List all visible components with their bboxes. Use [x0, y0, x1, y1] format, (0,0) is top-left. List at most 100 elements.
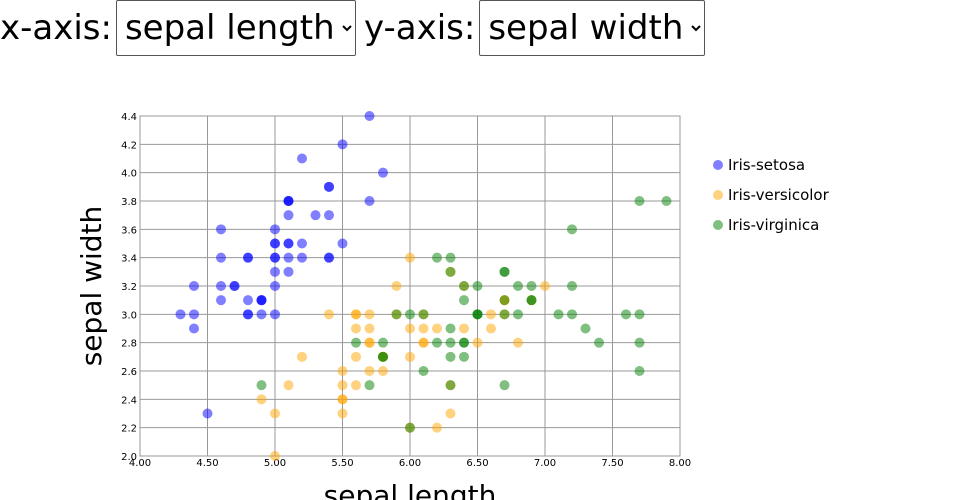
point	[378, 337, 388, 348]
point	[229, 281, 240, 291]
point	[499, 295, 510, 306]
point	[270, 266, 280, 277]
point	[432, 323, 442, 334]
point	[405, 323, 415, 334]
y-tick-label: 3.0	[121, 310, 137, 321]
point	[418, 337, 429, 348]
point	[283, 380, 294, 391]
y-tick-label: 3.2	[121, 282, 137, 293]
point	[472, 309, 483, 320]
point	[351, 351, 361, 362]
point	[283, 210, 294, 221]
y-tick-label: 3.8	[121, 197, 137, 208]
point	[499, 309, 510, 320]
point	[337, 380, 348, 391]
point	[216, 252, 226, 263]
y-tick-label: 2.8	[121, 339, 137, 350]
point	[216, 281, 226, 291]
point	[216, 295, 226, 306]
point	[270, 408, 280, 419]
x-tick-label: 7.00	[534, 458, 556, 469]
point	[567, 281, 577, 291]
x-tick-label: 7.50	[601, 458, 623, 469]
point	[364, 196, 375, 206]
point	[513, 281, 523, 291]
point	[310, 210, 321, 221]
y-tick-label: 2.2	[121, 424, 137, 435]
point	[634, 309, 645, 320]
y-tick-label: 2.0	[121, 452, 137, 463]
point	[270, 451, 280, 461]
point	[513, 309, 523, 320]
x-axis-title: sepal length	[324, 479, 497, 500]
point	[189, 281, 199, 291]
point	[364, 380, 375, 391]
x-tick-label: 4.00	[129, 458, 151, 469]
point	[594, 337, 604, 348]
y-tick-label: 4.0	[121, 169, 137, 180]
point	[256, 309, 267, 320]
point	[270, 281, 280, 291]
point	[634, 366, 645, 376]
point	[324, 252, 334, 263]
x-tick-label: 5.00	[264, 458, 286, 469]
point	[445, 252, 456, 263]
point	[526, 295, 537, 306]
y-axis-label: y-axis:	[363, 8, 476, 48]
x-axis-select[interactable]: sepal length	[115, 0, 356, 56]
point	[621, 309, 631, 320]
point	[459, 281, 469, 291]
point	[337, 238, 348, 249]
y-tick-label: 2.6	[121, 367, 137, 378]
point	[337, 139, 348, 150]
point	[364, 323, 375, 334]
point	[297, 238, 307, 249]
point	[445, 380, 456, 391]
point	[391, 281, 402, 291]
point	[445, 266, 456, 277]
point	[175, 309, 186, 320]
point	[432, 252, 442, 263]
point	[351, 323, 361, 334]
x-tick-label: 6.50	[466, 458, 488, 469]
point	[324, 309, 334, 320]
point	[243, 295, 253, 306]
point	[405, 309, 415, 320]
point	[405, 422, 415, 433]
point	[297, 153, 307, 164]
point	[526, 281, 537, 291]
point	[459, 323, 469, 334]
point	[634, 337, 645, 348]
point	[202, 408, 213, 419]
point	[189, 309, 199, 320]
point	[189, 323, 199, 334]
x-tick-label: 4.50	[196, 458, 218, 469]
point	[432, 337, 442, 348]
point	[567, 224, 577, 235]
point	[324, 181, 334, 192]
y-tick-label: 3.4	[121, 254, 137, 265]
point	[378, 351, 388, 362]
y-axis-select[interactable]: sepal width	[479, 0, 706, 56]
point	[445, 337, 456, 348]
legend-marker	[713, 220, 723, 230]
point	[459, 337, 469, 348]
legend-label: Iris-virginica	[728, 216, 819, 234]
point	[270, 224, 280, 235]
point	[256, 394, 267, 405]
point	[283, 238, 294, 249]
point	[472, 337, 483, 348]
point	[418, 309, 429, 320]
point	[216, 224, 226, 235]
point	[270, 309, 280, 320]
point	[445, 408, 456, 419]
point	[270, 238, 280, 249]
point	[499, 380, 510, 391]
point	[256, 295, 267, 306]
point	[486, 309, 496, 320]
legend-marker	[713, 190, 723, 200]
x-axis-label: x-axis:	[0, 8, 112, 48]
x-tick-label: 6.00	[399, 458, 421, 469]
point	[432, 422, 442, 433]
